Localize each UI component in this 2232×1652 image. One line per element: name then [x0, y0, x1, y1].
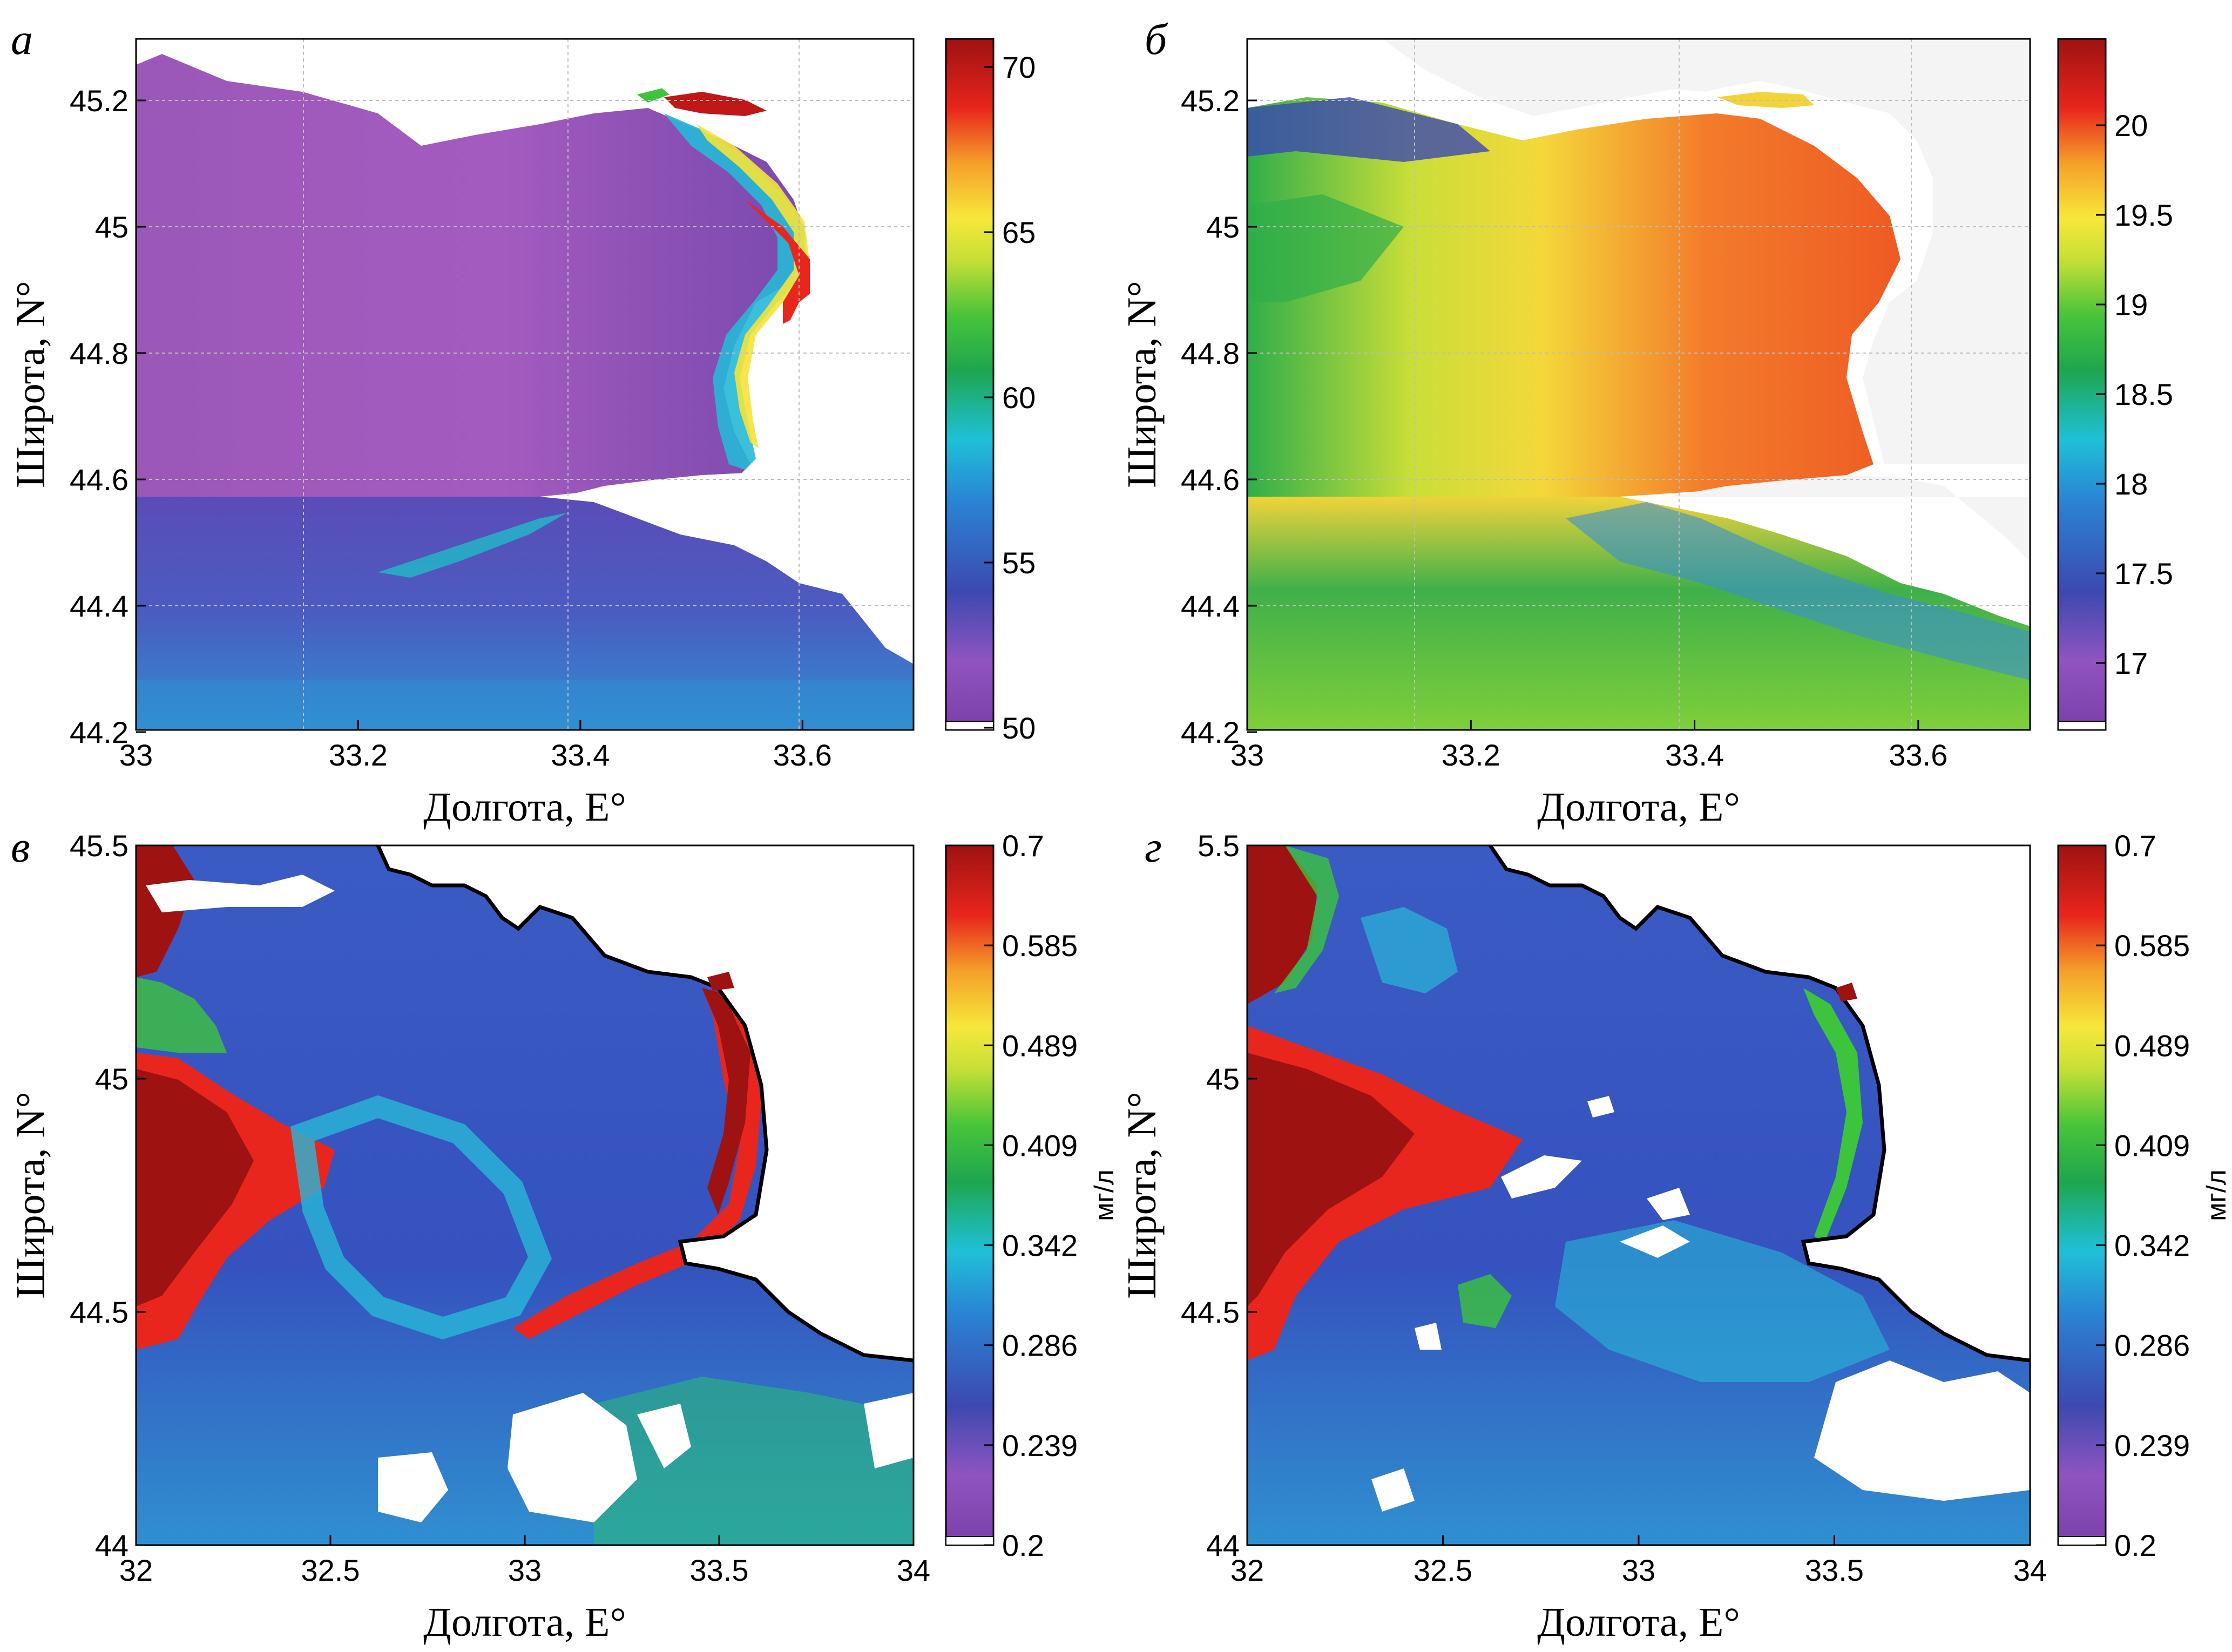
panel-d-ytick-label: 5.5 — [1198, 829, 1240, 863]
panel-c-xtick-label: 32 — [119, 1553, 153, 1587]
panel-b-ytick-label: 45.2 — [1181, 84, 1240, 118]
panel-a-colorbar-tick: 70 — [1002, 50, 1036, 84]
panel-b-xtick-label: 33.4 — [1665, 738, 1724, 772]
panel-a-map — [136, 39, 914, 730]
panel-b-colorbar-tick: 17 — [2114, 646, 2148, 680]
panel-a-ytick-label: 44.8 — [70, 336, 128, 370]
panel-c-xtick-label: 33.5 — [690, 1553, 749, 1587]
panel-b-colorbar-tick: 19 — [2114, 288, 2148, 322]
panel-c-colorbar-tick: 0.409 — [1002, 1128, 1078, 1162]
panel-d-colorbar-unit: мг/л — [2201, 1169, 2231, 1221]
panel-c-xlabel: Долгота, E° — [423, 1600, 626, 1645]
panel-d-xtick-label: 33.5 — [1805, 1553, 1864, 1587]
panel-a-colorbar-tick: 65 — [1002, 215, 1036, 249]
panel-d-letter: г — [1145, 822, 1162, 871]
panel-c-colorbar-tick: 0.342 — [1002, 1229, 1078, 1263]
label-layer: а 33 33.2 33.4 33.6 Долгота, E° 45.2 45 44.8 44.6… — [8, 15, 2231, 1645]
panel-d — [1246, 844, 2107, 1546]
panel-b-colorbar-tick: 18 — [2114, 467, 2148, 501]
panel-a-ytick-label: 44.2 — [70, 715, 128, 749]
panel-a-xtick-label: 33.6 — [773, 738, 832, 772]
panel-d-xlabel: Долгота, E° — [1537, 1600, 1740, 1645]
panel-b-xtick-label: 33.6 — [1889, 738, 1947, 772]
panel-d-colorbar-tick: 0.286 — [2114, 1329, 2190, 1363]
panel-a-ytick-label: 44.4 — [70, 589, 128, 623]
panel-c-colorbar-tick: 0.286 — [1002, 1329, 1078, 1363]
panel-a — [135, 38, 995, 731]
panel-c-colorbar-tick: 0.585 — [1002, 929, 1078, 963]
panel-a-xlabel: Долгота, E° — [423, 784, 626, 830]
panel-d-xtick-label: 32 — [1230, 1553, 1264, 1587]
panel-a-colorbar-tick: 55 — [1002, 546, 1036, 580]
panel-b-colorbar-tick: 18.5 — [2114, 377, 2173, 411]
panel-d-colorbar-tick: 0.7 — [2114, 829, 2156, 863]
panel-c-map — [136, 845, 914, 1545]
panel-d-colorbar-tick: 0.585 — [2114, 929, 2190, 963]
panel-b-ytick-label: 44.4 — [1181, 589, 1240, 623]
panel-b-map — [1247, 39, 2030, 730]
panel-a-xtick-label: 33.2 — [329, 738, 388, 772]
panel-b-ytick-label: 44.8 — [1181, 336, 1240, 370]
panel-b-xtick-label: 33 — [1230, 738, 1264, 772]
panel-a-xtick-label: 33 — [119, 738, 153, 772]
panel-c-ytick-label: 44 — [95, 1528, 128, 1562]
panel-a-ylabel: Широта, N° — [8, 281, 53, 488]
panel-d-ytick-label: 45 — [1206, 1062, 1240, 1096]
panel-c-colorbar — [945, 844, 995, 1546]
panel-c-ytick-label: 44.5 — [70, 1295, 128, 1329]
panel-b-ytick-label: 44.6 — [1181, 463, 1240, 497]
panel-d-colorbar-tick: 0.342 — [2114, 1229, 2190, 1263]
panel-d-xtick-label: 32.5 — [1413, 1553, 1472, 1587]
panel-a-xtick-label: 33.4 — [551, 738, 610, 772]
panel-a-letter: а — [11, 15, 33, 64]
panel-a-colorbar — [945, 38, 995, 731]
panel-d-ylabel: Широта, N° — [1119, 1092, 1165, 1299]
panel-c — [135, 844, 995, 1546]
panel-b — [1246, 38, 2107, 731]
panel-b-xlabel: Долгота, E° — [1537, 784, 1740, 830]
panel-a-colorbar-tick: 60 — [1002, 381, 1036, 415]
panel-d-colorbar — [2057, 844, 2107, 1546]
panel-a-ytick-label: 45.2 — [70, 84, 128, 118]
panel-d-colorbar-tick: 0.2 — [2114, 1528, 2156, 1562]
panel-c-xtick-label: 32.5 — [301, 1553, 360, 1587]
panel-c-letter: в — [11, 822, 30, 871]
panel-d-colorbar-tick: 0.239 — [2114, 1428, 2190, 1463]
panel-c-colorbar-tick: 0.2 — [1002, 1528, 1044, 1562]
panel-a-ytick-label: 45 — [95, 210, 128, 244]
panel-c-colorbar-tick: 0.7 — [1002, 829, 1044, 863]
panel-d-colorbar-tick: 0.409 — [2114, 1128, 2190, 1162]
panel-b-ylabel: Широта, N° — [1119, 281, 1165, 488]
panel-c-colorbar-tick: 0.489 — [1002, 1028, 1078, 1062]
panel-b-ytick-label: 45 — [1206, 210, 1240, 244]
panel-d-ytick-label: 44.5 — [1181, 1295, 1240, 1329]
panel-d-map — [1247, 845, 2030, 1545]
panel-c-xtick-label: 34 — [897, 1553, 930, 1587]
panel-d-ytick-label: 44 — [1206, 1528, 1240, 1562]
panel-c-ytick-label: 45 — [95, 1062, 128, 1096]
panel-c-colorbar-unit: мг/л — [1089, 1169, 1119, 1221]
panel-a-colorbar-tick: 50 — [1002, 711, 1036, 745]
panel-c-ylabel: Широта, N° — [8, 1092, 53, 1299]
panel-d-xtick-label: 34 — [2013, 1553, 2047, 1587]
panel-b-colorbar-tick: 20 — [2114, 109, 2148, 143]
panel-b-xtick-label: 33.2 — [1442, 738, 1500, 772]
panel-c-xtick-label: 33 — [508, 1553, 542, 1587]
panel-c-colorbar-tick: 0.239 — [1002, 1428, 1078, 1463]
panel-d-colorbar-tick: 0.489 — [2114, 1028, 2190, 1062]
panel-b-letter: б — [1145, 15, 1168, 64]
panel-a-ytick-label: 44.6 — [70, 463, 128, 497]
panel-b-ytick-label: 44.2 — [1181, 715, 1240, 749]
panel-c-ytick-label: 45.5 — [70, 829, 128, 863]
panel-d-xtick-label: 33 — [1622, 1553, 1655, 1587]
panel-b-colorbar-tick: 19.5 — [2114, 198, 2173, 232]
panel-b-colorbar-tick: 17.5 — [2114, 557, 2173, 591]
panel-b-colorbar — [2057, 38, 2107, 731]
